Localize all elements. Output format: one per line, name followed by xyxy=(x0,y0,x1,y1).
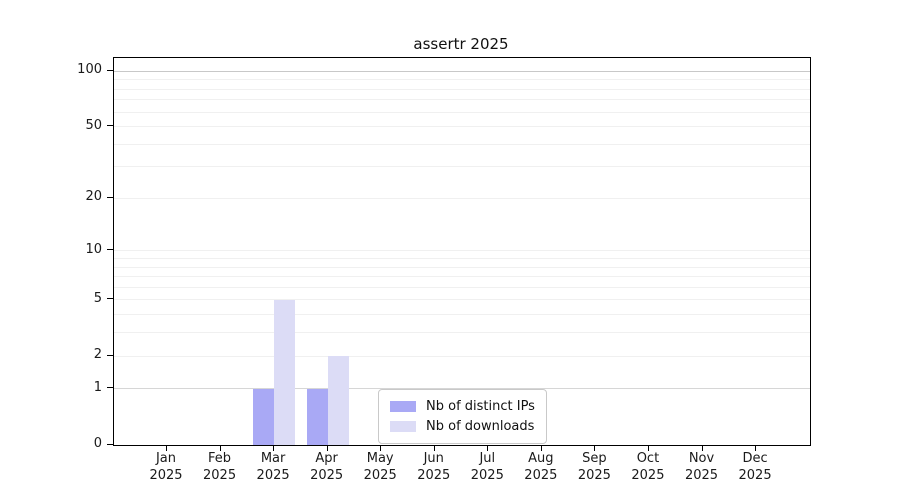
gridline xyxy=(114,70,810,72)
legend-item: Nb of distinct IPs xyxy=(390,396,535,416)
x-tick-label: Sep 2025 xyxy=(577,451,611,483)
gridline xyxy=(114,314,810,316)
legend-swatch xyxy=(390,400,416,412)
plot-area: Nb of distinct IPs Nb of downloads xyxy=(113,57,811,446)
legend-item: Nb of downloads xyxy=(390,416,535,436)
x-tick-mark xyxy=(273,445,275,451)
x-tick-label: Jun 2025 xyxy=(417,451,451,483)
y-tick-mark xyxy=(107,125,113,127)
gridline xyxy=(114,111,810,113)
x-tick-mark xyxy=(755,445,757,451)
x-tick-label: Oct 2025 xyxy=(631,451,665,483)
y-tick-mark xyxy=(107,387,113,389)
gridline xyxy=(114,126,810,128)
x-tick-mark xyxy=(701,445,703,451)
gridline xyxy=(114,79,810,81)
x-tick-label: Aug 2025 xyxy=(524,451,558,483)
bar xyxy=(274,299,296,445)
x-tick-mark xyxy=(540,445,542,451)
gridline xyxy=(114,355,810,357)
x-tick-mark xyxy=(219,445,221,451)
x-tick-label: Jul 2025 xyxy=(470,451,504,483)
x-tick-label: May 2025 xyxy=(363,451,397,483)
legend-label: Nb of distinct IPs xyxy=(426,398,535,414)
bar xyxy=(306,388,328,445)
legend-label: Nb of downloads xyxy=(426,418,535,434)
x-tick-label: Apr 2025 xyxy=(310,451,344,483)
gridline xyxy=(114,276,810,278)
gridline xyxy=(114,88,810,90)
y-tick-label: 100 xyxy=(77,62,102,78)
x-tick-mark xyxy=(647,445,649,451)
x-tick-mark xyxy=(326,445,328,451)
y-tick-label: 1 xyxy=(93,379,102,395)
x-tick-mark xyxy=(487,445,489,451)
gridline xyxy=(114,258,810,260)
y-tick-label: 20 xyxy=(85,189,102,205)
y-tick-mark xyxy=(107,249,113,251)
x-tick-mark xyxy=(380,445,382,451)
legend: Nb of distinct IPs Nb of downloads xyxy=(378,389,547,444)
x-tick-mark xyxy=(166,445,167,451)
gridline xyxy=(114,299,810,301)
x-tick-mark xyxy=(433,445,435,451)
legend-swatch xyxy=(390,420,416,432)
y-tick-label: 0 xyxy=(93,436,102,451)
gridline xyxy=(114,286,810,288)
gridline xyxy=(114,388,810,390)
y-tick-label: 5 xyxy=(93,290,102,306)
x-tick-label: Feb 2025 xyxy=(203,451,237,483)
y-tick-label: 50 xyxy=(85,117,102,133)
chart-title: assertr 2025 xyxy=(413,35,509,53)
bar xyxy=(253,388,275,445)
gridline xyxy=(114,143,810,145)
y-tick-mark xyxy=(107,443,113,445)
y-tick-mark xyxy=(107,298,113,300)
x-tick-label: Nov 2025 xyxy=(684,451,719,483)
bar xyxy=(327,356,349,445)
x-tick-mark xyxy=(594,445,596,451)
gridline xyxy=(114,332,810,334)
y-tick-label: 2 xyxy=(93,347,102,363)
y-tick-mark xyxy=(107,354,113,356)
y-tick-mark xyxy=(107,69,113,71)
gridline xyxy=(114,166,810,168)
gridline xyxy=(114,197,810,199)
x-tick-label: Jan 2025 xyxy=(149,451,183,483)
y-tick-label: 10 xyxy=(85,241,102,257)
gridline xyxy=(114,266,810,268)
gridline xyxy=(114,99,810,101)
x-tick-label: Dec 2025 xyxy=(738,451,772,483)
x-tick-label: Mar 2025 xyxy=(256,451,290,483)
y-tick-mark xyxy=(107,196,113,198)
gridline xyxy=(114,250,810,252)
